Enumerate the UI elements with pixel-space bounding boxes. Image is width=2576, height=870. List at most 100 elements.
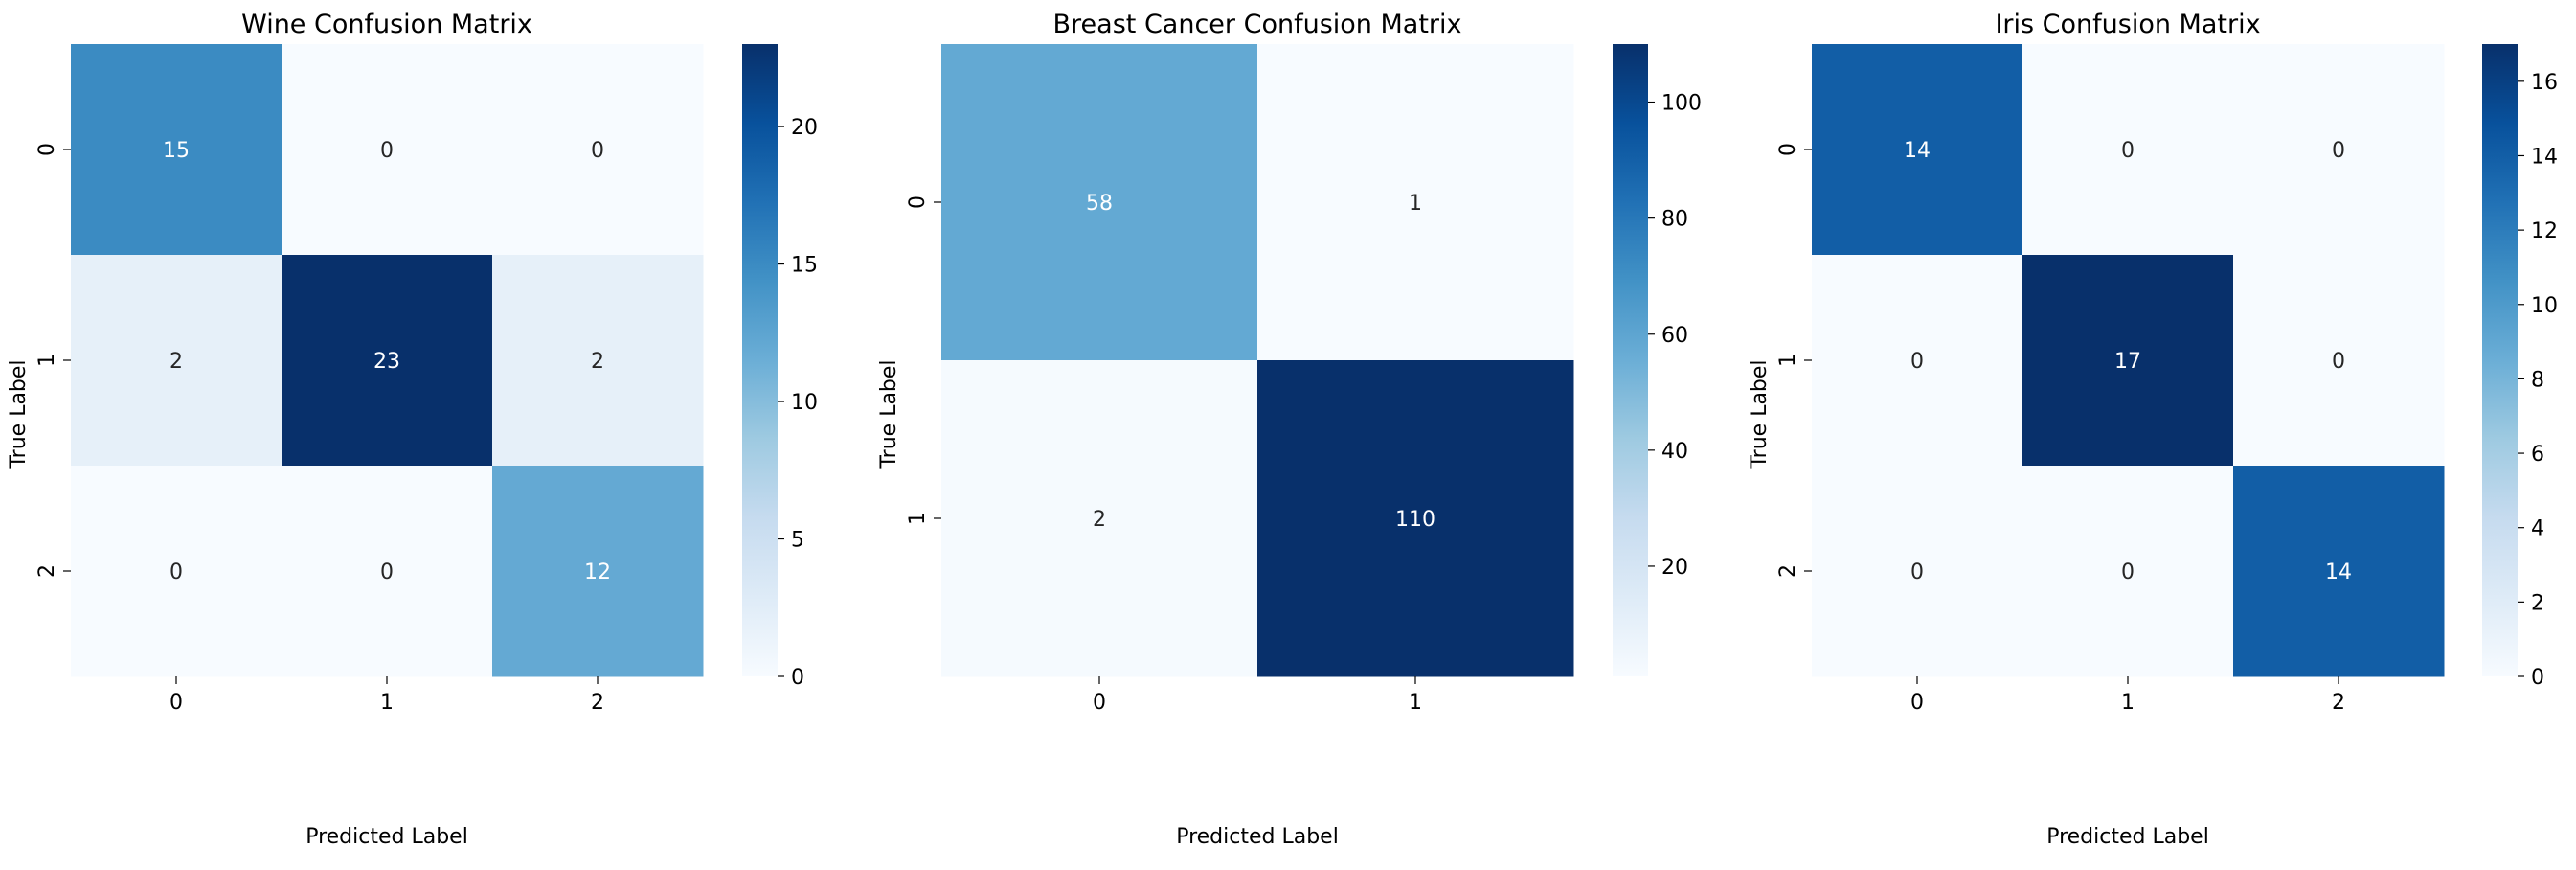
heatmap-cell <box>2022 255 2234 467</box>
cell-value-label: 14 <box>1904 139 1931 163</box>
y-axis-label: True Label <box>1748 359 1772 469</box>
colorbar-tick-label: 40 <box>1661 440 1688 464</box>
x-axis-label: Predicted Label <box>305 825 468 849</box>
heatmap-cell <box>282 466 493 677</box>
cell-value-label: 0 <box>2332 139 2345 163</box>
heatmap-cell <box>492 44 704 256</box>
heatmap-cells: 14 0 0 0 17 0 0 0 14 <box>1812 44 2445 677</box>
x-tick-label: 1 <box>2121 691 2135 715</box>
y-axis-label: True Label <box>877 359 901 469</box>
x-axis-label: Predicted Label <box>1176 825 1339 849</box>
cell-value-label: 2 <box>169 350 183 374</box>
cell-value-label: 110 <box>1395 508 1435 532</box>
panel-title: Wine Confusion Matrix <box>241 10 532 39</box>
heatmap-cell <box>2233 466 2445 677</box>
colorbar: 0 2 4 6 8 10 12 14 16 <box>2482 44 2558 690</box>
cell-value-label: 2 <box>591 350 604 374</box>
heatmap-cell <box>71 44 282 256</box>
colorbar-gradient <box>1613 44 1648 676</box>
heatmap-cells: 15 0 0 2 23 2 0 0 12 <box>71 44 704 677</box>
cell-value-label: 0 <box>380 561 394 584</box>
colorbar-tick-label: 5 <box>791 529 804 553</box>
x-tick-label: 0 <box>1093 691 1106 715</box>
y-axis-label: True Label <box>7 359 31 469</box>
colorbar-tick-label: 20 <box>1661 556 1688 580</box>
colorbar-tick-label: 10 <box>2531 294 2558 318</box>
colorbar-tick-label: 100 <box>1661 92 1702 116</box>
panel-breast-cancer: Breast Cancer Confusion Matrix 58 12 110 0… <box>877 10 1702 849</box>
cell-value-label: 0 <box>1910 561 1924 584</box>
cell-value-label: 0 <box>2121 139 2135 163</box>
cell-value-label: 2 <box>1093 508 1106 532</box>
cell-value-label: 17 <box>2114 350 2141 374</box>
y-tick-label: 0 <box>1776 143 1800 156</box>
cell-value-label: 14 <box>2325 561 2352 584</box>
cell-value-label: 0 <box>2332 350 2345 374</box>
heatmap-cell <box>1812 466 2023 677</box>
x-tick-label: 1 <box>1409 691 1422 715</box>
y-tick-label: 1 <box>1776 354 1800 367</box>
panel-wine: Wine Confusion Matrix 15 0 02 23 20 0 12 0 1 201… <box>7 10 818 849</box>
heatmap-cell <box>492 255 704 467</box>
colorbar-tick-label: 10 <box>791 391 818 415</box>
heatmap-cell <box>492 466 704 677</box>
cell-value-label: 0 <box>591 139 604 163</box>
heatmap-cell <box>71 255 282 467</box>
y-tick-label: 2 <box>35 564 59 578</box>
colorbar-tick-label: 8 <box>2531 368 2544 392</box>
colorbar-tick-label: 6 <box>2531 443 2544 467</box>
y-tick-label: 1 <box>35 354 59 367</box>
heatmap-cell <box>2233 44 2445 256</box>
cell-value-label: 23 <box>373 350 400 374</box>
colorbar-gradient <box>742 44 778 676</box>
colorbar: 20 40 60 80 100 <box>1613 44 1702 676</box>
colorbar-tick-label: 0 <box>2531 666 2544 690</box>
axis-ticks: 0 1 2 0 1 2 <box>35 143 604 715</box>
colorbar: 0 5 10 15 20 <box>742 44 818 690</box>
colorbar-tick-label: 60 <box>1661 324 1688 348</box>
heatmap-cell <box>1257 44 1574 361</box>
heatmap-cell <box>282 44 493 256</box>
colorbar-tick-label: 2 <box>2531 591 2544 615</box>
y-tick-label: 0 <box>906 195 930 209</box>
colorbar-tick-label: 15 <box>791 254 818 278</box>
x-tick-label: 2 <box>591 691 604 715</box>
cell-value-label: 58 <box>1086 192 1113 216</box>
cell-value-label: 0 <box>380 139 394 163</box>
heatmap-cell <box>2233 255 2445 467</box>
axis-ticks: 0 1 2 0 1 2 <box>1776 143 2345 715</box>
x-tick-label: 0 <box>1910 691 1924 715</box>
panel-title: Iris Confusion Matrix <box>1995 10 2260 39</box>
cell-value-label: 0 <box>169 561 183 584</box>
cell-value-label: 15 <box>163 139 190 163</box>
heatmap-cell <box>1812 255 2023 467</box>
heatmap-cell <box>2022 466 2234 677</box>
x-tick-label: 2 <box>2332 691 2345 715</box>
heatmap-cell <box>2022 44 2234 256</box>
y-tick-label: 0 <box>35 143 59 156</box>
y-tick-label: 2 <box>1776 564 1800 578</box>
heatmap-cell <box>941 44 1258 361</box>
y-tick-label: 1 <box>906 512 930 525</box>
x-tick-label: 1 <box>380 691 394 715</box>
heatmap-cell <box>71 466 282 677</box>
colorbar-tick-label: 80 <box>1661 208 1688 232</box>
colorbar-tick-label: 0 <box>791 666 804 690</box>
heatmap-cell <box>941 360 1258 677</box>
colorbar-tick-label: 16 <box>2531 71 2558 95</box>
x-axis-label: Predicted Label <box>2046 825 2209 849</box>
heatmap-cell <box>1812 44 2023 256</box>
heatmap-cells: 58 1 2 110 <box>941 44 1574 677</box>
x-tick-label: 0 <box>169 691 183 715</box>
panel-iris: Iris Confusion Matrix 14 0 00 17 00 0 14 0 1 201… <box>1748 10 2558 849</box>
colorbar-gradient <box>2482 44 2518 676</box>
cell-value-label: 1 <box>1409 192 1422 216</box>
cell-value-label: 0 <box>1910 350 1924 374</box>
axis-ticks: 0 1 0 1 <box>906 195 1422 715</box>
colorbar-tick-label: 20 <box>791 116 818 140</box>
colorbar-tick-label: 14 <box>2531 145 2558 169</box>
cell-value-label: 12 <box>584 561 611 584</box>
colorbar-tick-label: 4 <box>2531 517 2544 541</box>
cell-value-label: 0 <box>2121 561 2135 584</box>
